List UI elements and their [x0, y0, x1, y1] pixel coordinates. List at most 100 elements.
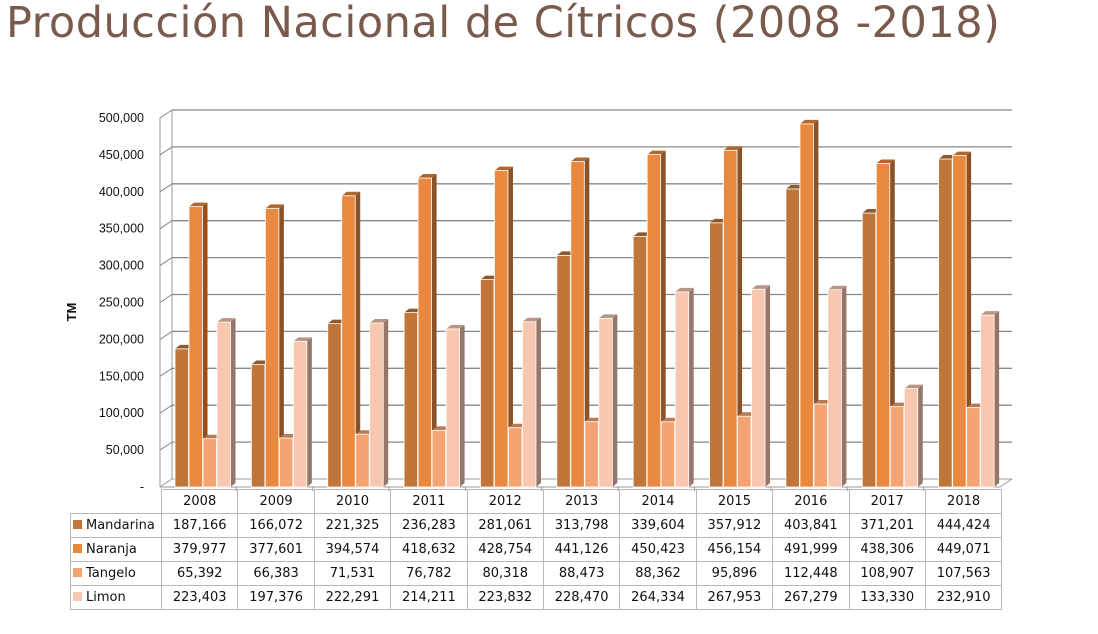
y-tick-label: 350,000 — [99, 222, 144, 236]
bar-top — [217, 318, 236, 323]
data-label: 441,126 — [542, 537, 621, 562]
bar-top — [418, 174, 437, 179]
y-tick-label: 400,000 — [99, 185, 144, 199]
y-tick-label: 250,000 — [99, 296, 144, 310]
bar-mandarina — [709, 222, 724, 488]
data-label: 357,912 — [695, 513, 774, 538]
bar-top — [570, 157, 590, 162]
bar-limon — [522, 321, 537, 488]
table-row: Limon 223,403 197,376 222,291 214,211 223,832… — [70, 585, 1003, 610]
bar-mandarina — [938, 158, 953, 488]
bar-tangelo — [966, 407, 981, 488]
data-label: 166,072 — [237, 513, 315, 538]
bar-mandarina — [785, 188, 800, 488]
data-label: 214,211 — [390, 585, 468, 610]
data-label: 418,632 — [390, 537, 468, 562]
bar-tangelo — [278, 437, 294, 488]
bar-side — [202, 202, 208, 488]
bar-tangelo — [889, 406, 905, 488]
bar-top — [341, 191, 361, 196]
data-label: 95,896 — [695, 561, 774, 586]
data-label: 71,531 — [313, 561, 392, 586]
data-table: 2008 2009 2010 2011 2012 2013 2014 2015 2016 2017… — [70, 489, 1003, 610]
legend-label: Tangelo — [86, 566, 136, 581]
gridline-depth — [159, 404, 173, 414]
bar-mandarina — [403, 312, 418, 488]
bar-limon — [445, 328, 460, 488]
bar-top — [494, 166, 513, 171]
x-tick-label: 2011 — [390, 489, 468, 514]
gridline-depth — [159, 330, 173, 340]
y-tick-label: 100,000 — [99, 406, 144, 420]
bar-mandarina — [632, 235, 648, 488]
data-label: 108,907 — [848, 561, 926, 586]
data-label: 236,283 — [390, 513, 468, 538]
bar-naranja — [875, 163, 891, 488]
gridline-depth — [159, 183, 173, 193]
bar-side — [584, 157, 590, 487]
data-label: 281,061 — [466, 513, 544, 538]
data-label: 428,754 — [466, 537, 544, 562]
bar-naranja — [799, 123, 814, 488]
legend-entry: Limon — [70, 585, 162, 610]
data-label: 438,306 — [848, 537, 926, 562]
y-tick-label: 150,000 — [99, 369, 144, 383]
bar-naranja — [952, 155, 967, 488]
bar-top — [904, 384, 923, 389]
bar-side — [765, 285, 771, 487]
bar-tangelo — [355, 433, 370, 488]
data-label: 88,362 — [619, 561, 697, 586]
data-label: 394,574 — [313, 537, 392, 562]
x-tick-label: 2008 — [160, 489, 239, 514]
bar-top — [189, 202, 208, 207]
table-row: Naranja 379,977 377,601 394,574 418,632 428,7… — [70, 537, 1003, 562]
bar-top — [265, 204, 284, 209]
y-tick-label: 50,000 — [106, 443, 144, 457]
bar-limon — [827, 289, 842, 488]
bar-top — [446, 324, 465, 329]
bar-tangelo — [431, 429, 446, 488]
table-row: Mandarina 187,166 166,072 221,325 236,283 281… — [70, 513, 1003, 538]
bar-side — [660, 150, 666, 487]
data-label: 232,910 — [924, 585, 1003, 610]
bar-mandarina — [480, 279, 495, 488]
bar-mandarina — [556, 255, 571, 488]
table-corner — [71, 490, 162, 514]
gridline-depth — [159, 109, 173, 119]
x-tick-label: 2010 — [313, 489, 392, 514]
x-tick-label: 2015 — [695, 489, 774, 514]
bar-top — [980, 311, 1000, 316]
bar-top — [799, 119, 819, 124]
bar-tangelo — [660, 421, 676, 488]
data-label: 377,601 — [237, 537, 315, 562]
bar-top — [522, 317, 541, 322]
data-label: 456,154 — [695, 537, 774, 562]
bar-naranja — [570, 161, 585, 488]
data-label: 339,604 — [619, 513, 697, 538]
data-label: 379,977 — [160, 537, 239, 562]
bar-limon — [598, 317, 613, 488]
x-tick-label: 2013 — [542, 489, 621, 514]
data-label: 267,953 — [695, 585, 774, 610]
bar-mandarina — [861, 212, 877, 488]
y-tick-label: - — [140, 480, 144, 494]
bar-side — [535, 317, 541, 487]
bar-side — [966, 151, 972, 487]
bar-tangelo — [202, 438, 217, 488]
gridline-depth — [159, 257, 173, 267]
bar-naranja — [723, 149, 738, 488]
data-label: 403,841 — [772, 513, 850, 538]
bar-side — [230, 318, 236, 487]
bar-top — [751, 285, 771, 290]
bar-naranja — [188, 206, 203, 488]
bar-limon — [674, 291, 690, 488]
bar-side — [278, 204, 284, 488]
y-tick-label: 300,000 — [99, 259, 144, 273]
bar-limon — [751, 288, 766, 488]
legend-label: Naranja — [86, 542, 137, 557]
data-label: 264,334 — [619, 585, 697, 610]
bar-limon — [903, 388, 919, 488]
data-label: 449,071 — [924, 537, 1003, 562]
data-label: 133,330 — [848, 585, 926, 610]
bar-tangelo — [813, 403, 828, 488]
